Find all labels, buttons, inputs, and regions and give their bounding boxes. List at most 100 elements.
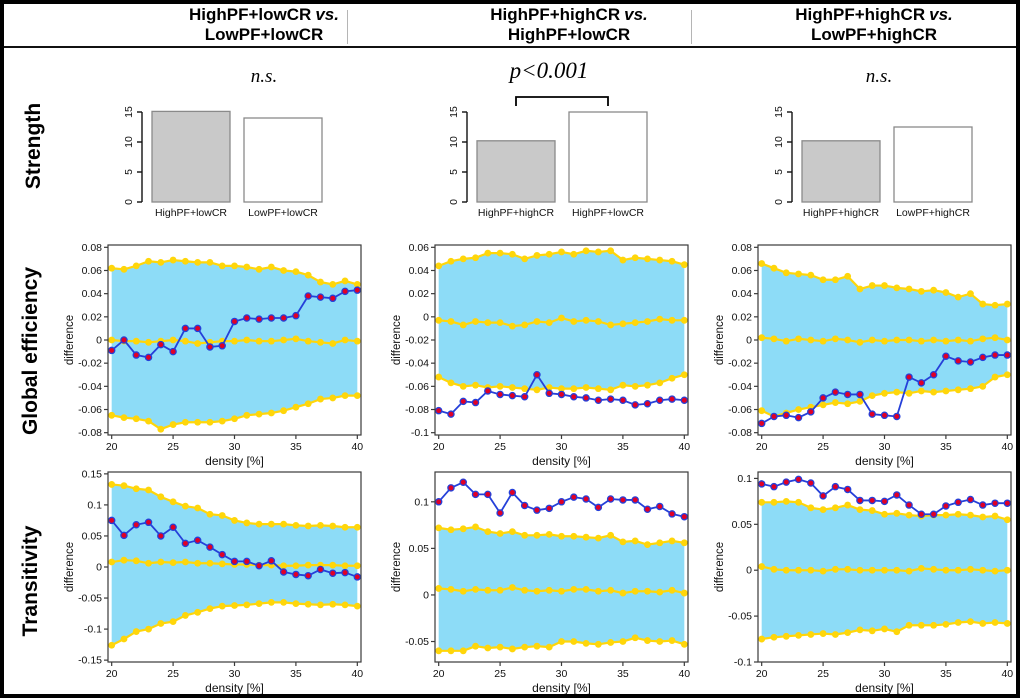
row-label-strength: Strength: [22, 102, 45, 190]
strength-bar-chart-3: 0 5 10 15 HighPF+highCR LowPF+highCR: [773, 106, 973, 219]
svg-text:0.04: 0.04: [409, 265, 430, 277]
column-title-1-line1: HighPF+lowCR vs.: [189, 5, 339, 24]
svg-text:20: 20: [106, 668, 118, 680]
svg-text:LowPF+lowCR: LowPF+lowCR: [248, 207, 318, 219]
column-title-2: HighPF+highCR vs. HighPF+lowCR: [404, 5, 734, 45]
row-label-transitivity: Transitivity: [19, 525, 42, 637]
svg-text:20: 20: [433, 441, 445, 453]
svg-text:0.02: 0.02: [82, 311, 103, 323]
svg-text:30: 30: [556, 668, 568, 680]
svg-text:5: 5: [123, 169, 135, 175]
svg-text:-0.08: -0.08: [728, 427, 752, 439]
svg-text:-0.15: -0.15: [78, 655, 102, 667]
svg-text:density [%]: density [%]: [205, 681, 264, 695]
column-title-2-line2: HighPF+lowCR: [507, 25, 631, 44]
transitivity-chart-1: -0.15 -0.1 -0.05 0 0.05 0.1 0.15 20 25 30 35 40 dens…: [64, 468, 363, 695]
svg-text:40: 40: [678, 441, 690, 453]
svg-text:density [%]: density [%]: [532, 681, 591, 695]
svg-text:15: 15: [448, 106, 460, 118]
svg-text:20: 20: [756, 441, 768, 453]
svg-text:difference: difference: [714, 315, 726, 365]
svg-text:0.05: 0.05: [82, 530, 103, 542]
svg-text:0: 0: [96, 562, 102, 574]
column-title-1: HighPF+lowCR vs. LowPF+lowCR: [84, 5, 444, 45]
svg-text:0: 0: [423, 589, 429, 601]
svg-text:-0.05: -0.05: [405, 636, 429, 648]
svg-text:40: 40: [1001, 668, 1013, 680]
svg-text:20: 20: [433, 668, 445, 680]
svg-text:30: 30: [229, 441, 241, 453]
svg-text:0.1: 0.1: [87, 499, 102, 511]
significance-label-2: p<0.001: [509, 58, 589, 83]
svg-text:10: 10: [448, 136, 460, 148]
svg-text:10: 10: [123, 136, 135, 148]
svg-text:0.06: 0.06: [732, 265, 753, 277]
header-row: HighPF+lowCR vs. LowPF+lowCR HighPF+highC…: [4, 4, 1016, 48]
column-title-2-line1: HighPF+highCR vs.: [490, 5, 648, 24]
row-label-global-efficiency: Global efficiency: [19, 266, 42, 436]
svg-text:25: 25: [494, 668, 506, 680]
svg-text:difference: difference: [64, 542, 76, 592]
column-title-3: HighPF+highCR vs. LowPF+highCR: [734, 5, 1014, 45]
svg-text:0.04: 0.04: [732, 288, 753, 300]
svg-text:30: 30: [229, 668, 241, 680]
svg-text:density [%]: density [%]: [855, 681, 914, 695]
svg-text:25: 25: [817, 441, 829, 453]
svg-text:density [%]: density [%]: [532, 454, 591, 468]
svg-text:-0.04: -0.04: [78, 381, 102, 393]
svg-text:15: 15: [123, 106, 135, 118]
svg-text:35: 35: [617, 668, 629, 680]
global-efficiency-chart-2: -0.1 -0.08 -0.06 -0.04 -0.02 0 0.02 0.04 0.06 20 2…: [391, 242, 690, 468]
svg-text:20: 20: [106, 441, 118, 453]
svg-text:-0.05: -0.05: [728, 611, 752, 623]
svg-text:0.04: 0.04: [82, 288, 103, 300]
svg-text:-0.02: -0.02: [728, 358, 752, 370]
svg-text:40: 40: [351, 668, 363, 680]
svg-text:0: 0: [746, 565, 752, 577]
svg-text:0: 0: [123, 199, 135, 205]
svg-text:-0.08: -0.08: [405, 404, 429, 416]
svg-text:-0.06: -0.06: [405, 381, 429, 393]
svg-text:0.08: 0.08: [82, 242, 103, 254]
svg-text:-0.06: -0.06: [78, 404, 102, 416]
svg-text:5: 5: [448, 169, 460, 175]
significance-label-1: n.s.: [250, 66, 278, 87]
svg-text:0.02: 0.02: [732, 311, 753, 323]
svg-text:0: 0: [773, 199, 785, 205]
svg-text:40: 40: [678, 668, 690, 680]
svg-text:-0.04: -0.04: [728, 381, 752, 393]
svg-text:-0.08: -0.08: [78, 427, 102, 439]
global-efficiency-chart-1: -0.08 -0.06 -0.04 -0.02 0 0.02 0.04 0.06 0.08 20 2…: [64, 242, 363, 468]
svg-text:5: 5: [773, 169, 785, 175]
svg-text:30: 30: [879, 668, 891, 680]
svg-text:0.02: 0.02: [409, 288, 430, 300]
svg-text:0.05: 0.05: [409, 543, 430, 555]
svg-text:-0.02: -0.02: [405, 335, 429, 347]
svg-text:HighPF+highCR: HighPF+highCR: [803, 207, 880, 219]
svg-text:0.15: 0.15: [82, 468, 103, 480]
svg-text:difference: difference: [714, 542, 726, 592]
svg-text:35: 35: [290, 668, 302, 680]
global-efficiency-chart-3: -0.08 -0.06 -0.04 -0.02 0 0.02 0.04 0.06 0.08 20 2…: [714, 242, 1013, 468]
svg-text:35: 35: [290, 441, 302, 453]
svg-text:-0.04: -0.04: [405, 358, 429, 370]
svg-text:0.06: 0.06: [409, 242, 430, 254]
svg-text:-0.02: -0.02: [78, 358, 102, 370]
transitivity-chart-3: -0.1 -0.05 0 0.05 0.1 20 25 30 35 40 density [%] di…: [714, 471, 1013, 695]
svg-text:0: 0: [448, 199, 460, 205]
svg-text:35: 35: [940, 441, 952, 453]
svg-text:LowPF+highCR: LowPF+highCR: [896, 207, 970, 219]
column-title-3-line2: LowPF+highCR: [810, 25, 938, 44]
svg-text:HighPF+lowCR: HighPF+lowCR: [155, 207, 227, 219]
header-separator-1: [347, 10, 348, 44]
svg-text:density [%]: density [%]: [205, 454, 264, 468]
significance-label-3: n.s.: [865, 66, 893, 87]
svg-text:35: 35: [617, 441, 629, 453]
svg-text:-0.06: -0.06: [728, 404, 752, 416]
strength-bar-chart-1: 0 5 10 15 HighPF+lowCR LowPF+lowCR: [123, 106, 323, 219]
svg-text:30: 30: [556, 441, 568, 453]
transitivity-chart-2: -0.05 0 0.05 0.1 20 25 30 35 40 density [%] differ…: [391, 471, 690, 695]
svg-text:10: 10: [773, 136, 785, 148]
column-title-1-line2: LowPF+lowCR: [204, 25, 324, 44]
